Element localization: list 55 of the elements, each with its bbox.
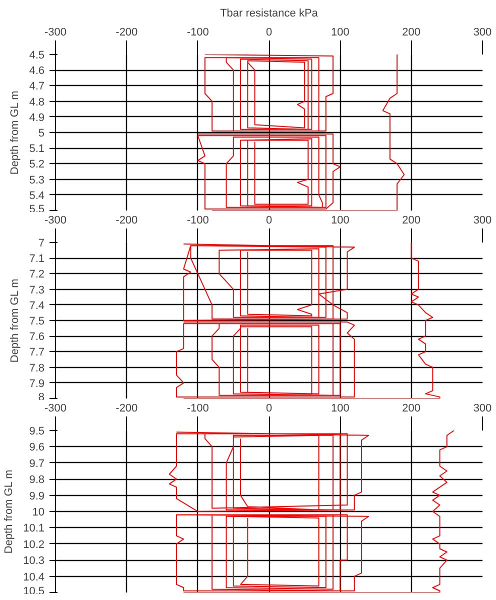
x-tick-label: 100 (330, 402, 350, 414)
y-tick-label: 4.7 (29, 80, 45, 93)
x-tick-label: -300 (44, 214, 67, 226)
x-tick-label: -200 (116, 214, 138, 226)
x-tick-label: -100 (186, 402, 209, 414)
x-tick-label: -200 (116, 26, 138, 38)
y-tick-label: 7.8 (29, 362, 45, 374)
y-tick-label: 4.9 (29, 112, 45, 124)
y-tick-label: 4.5 (29, 50, 45, 62)
x-tick-label: 200 (402, 402, 421, 414)
y-tick-label: 9.6 (29, 442, 45, 454)
y-tick-label: 7 (38, 238, 45, 250)
x-tick-label: 0 (266, 402, 272, 414)
x-tick-label: -300 (44, 26, 67, 38)
y-tick-label: 10 (32, 506, 45, 518)
y-tick-label: 5 (38, 128, 45, 140)
y-tick-label: 5.4 (29, 190, 45, 202)
y-tick-label: 10.3 (23, 555, 45, 568)
x-tick-label: 100 (330, 214, 350, 226)
y-tick-label: 9.5 (29, 426, 45, 438)
x-tick-label: 200 (402, 26, 421, 38)
y-tick-label: 9.8 (29, 474, 45, 486)
y-tick-label: 5.1 (29, 143, 45, 156)
y-tick-label: 7.5 (29, 316, 45, 328)
x-tick-label: 100 (330, 26, 350, 38)
x-tick-label: -200 (116, 402, 138, 414)
x-tick-label: -300 (44, 402, 67, 414)
x-tick-label: 200 (402, 214, 421, 226)
y-tick-label: 7.2 (29, 268, 45, 281)
x-tick-label: 300 (473, 26, 492, 38)
y-tick-label: 9.7 (29, 458, 45, 470)
y-tick-label: 10.2 (23, 538, 45, 551)
y-tick-label: 5.3 (29, 174, 45, 186)
x-tick-label: 0 (266, 26, 272, 38)
y-tick-label: 5.2 (29, 158, 45, 171)
y-tick-label: 7.1 (29, 253, 45, 266)
y-tick-label: 10.4 (23, 571, 45, 584)
x-tick-label: -100 (186, 26, 209, 38)
x-tick-label: 0 (266, 214, 272, 226)
y-tick-label: 7.3 (29, 284, 45, 296)
y-tick-label: 4.8 (29, 96, 45, 108)
y-tick-label: 7.6 (29, 331, 45, 344)
y-tick-label: 7.9 (29, 378, 45, 390)
x-tick-label: -100 (186, 214, 209, 226)
y-tick-label: 7.4 (29, 300, 45, 312)
y-tick-label: 9.9 (29, 490, 45, 502)
y-axis-title: Depth from GL m (9, 90, 22, 175)
y-axis-title: Depth from GL m (3, 470, 16, 554)
x-tick-label: 300 (473, 214, 492, 226)
chart-title: Tbar resistance kPa (220, 8, 319, 20)
x-tick-label: 300 (473, 402, 492, 414)
y-tick-label: 10.1 (23, 522, 45, 535)
y-tick-label: 7.7 (29, 346, 45, 359)
y-axis-title: Depth from GL m (9, 278, 22, 363)
y-tick-label: 4.6 (29, 65, 45, 78)
